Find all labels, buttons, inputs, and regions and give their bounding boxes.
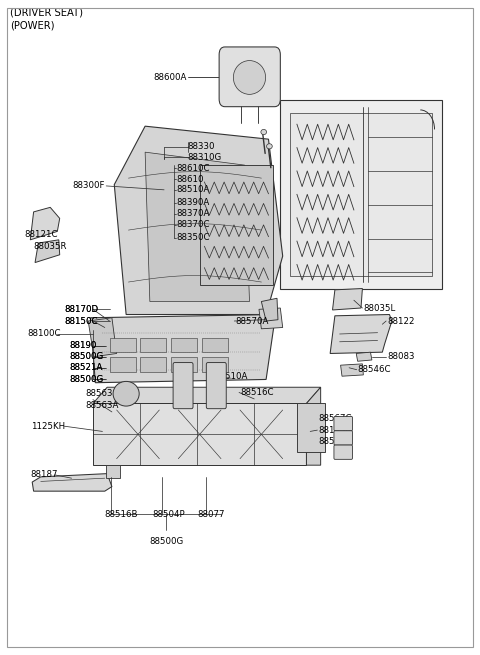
Polygon shape: [261, 298, 278, 321]
Polygon shape: [32, 474, 112, 491]
Bar: [171, 358, 197, 371]
Text: 88190: 88190: [69, 341, 96, 350]
Text: 88504P: 88504P: [152, 510, 185, 519]
Ellipse shape: [266, 143, 272, 149]
Polygon shape: [106, 465, 120, 478]
Polygon shape: [297, 403, 325, 452]
Text: 88195B: 88195B: [318, 426, 352, 435]
Polygon shape: [280, 100, 442, 289]
Polygon shape: [114, 126, 283, 314]
Text: 88083: 88083: [387, 352, 415, 361]
Polygon shape: [306, 387, 321, 465]
Text: 88170D: 88170D: [64, 305, 98, 314]
FancyBboxPatch shape: [334, 417, 352, 431]
Text: 88500G: 88500G: [149, 537, 183, 546]
Polygon shape: [333, 289, 362, 310]
Text: 88500G: 88500G: [69, 375, 104, 384]
Text: 88521A: 88521A: [69, 364, 103, 372]
Text: 88300F: 88300F: [72, 181, 105, 191]
Ellipse shape: [113, 381, 139, 406]
Text: 88077: 88077: [197, 510, 225, 519]
Polygon shape: [30, 208, 60, 240]
Text: 88521A: 88521A: [69, 364, 103, 372]
Polygon shape: [330, 314, 392, 354]
Bar: [109, 358, 136, 371]
Polygon shape: [259, 308, 283, 329]
Ellipse shape: [233, 60, 265, 94]
Bar: [140, 338, 167, 352]
Bar: [140, 358, 167, 371]
Text: 88500G: 88500G: [69, 375, 104, 384]
Text: 88122: 88122: [387, 316, 415, 326]
Polygon shape: [93, 403, 306, 465]
Text: 88563A: 88563A: [86, 401, 119, 410]
Text: 88035L: 88035L: [363, 303, 396, 312]
Polygon shape: [35, 240, 60, 263]
Text: 1125KH: 1125KH: [31, 422, 65, 431]
Text: 88370C: 88370C: [176, 220, 209, 229]
Polygon shape: [91, 314, 276, 383]
Text: 88567C: 88567C: [318, 414, 352, 423]
Polygon shape: [356, 352, 372, 362]
Text: 88390A: 88390A: [176, 198, 209, 207]
Polygon shape: [88, 318, 117, 357]
Text: 88610C: 88610C: [176, 164, 209, 173]
Polygon shape: [145, 152, 250, 301]
FancyBboxPatch shape: [173, 363, 193, 409]
Text: 88563: 88563: [86, 389, 113, 398]
Text: 88610: 88610: [176, 175, 204, 184]
Text: 88516C: 88516C: [240, 388, 274, 397]
Bar: [202, 358, 228, 371]
Ellipse shape: [261, 130, 266, 135]
FancyBboxPatch shape: [334, 431, 352, 445]
Text: 88546C: 88546C: [358, 365, 391, 374]
Text: 88035R: 88035R: [34, 242, 67, 251]
Text: 88516B: 88516B: [105, 510, 138, 519]
Text: 88190: 88190: [69, 341, 96, 350]
Text: 88370A: 88370A: [176, 210, 209, 218]
Text: 88500G: 88500G: [69, 352, 104, 361]
Text: 88521A: 88521A: [318, 438, 352, 446]
Text: 88100C: 88100C: [27, 329, 61, 339]
Text: 88510A: 88510A: [214, 371, 247, 381]
Polygon shape: [200, 165, 273, 286]
Bar: [202, 338, 228, 352]
Text: 88187: 88187: [30, 470, 58, 479]
FancyBboxPatch shape: [334, 445, 352, 459]
Text: 88150C: 88150C: [64, 316, 98, 326]
Text: (DRIVER SEAT)
(POWER): (DRIVER SEAT) (POWER): [10, 7, 83, 31]
Polygon shape: [341, 364, 363, 376]
Text: 88500G: 88500G: [69, 352, 104, 361]
Text: 88170D: 88170D: [64, 305, 98, 314]
Bar: [109, 338, 136, 352]
Text: 88330: 88330: [188, 142, 216, 151]
FancyBboxPatch shape: [206, 363, 226, 409]
Bar: [171, 338, 197, 352]
FancyBboxPatch shape: [219, 47, 280, 107]
Polygon shape: [93, 387, 321, 403]
Text: 88510A: 88510A: [176, 185, 209, 195]
Text: 88150C: 88150C: [64, 316, 98, 326]
Text: 88310G: 88310G: [188, 153, 222, 162]
Polygon shape: [290, 113, 432, 276]
Text: 88350C: 88350C: [176, 233, 209, 242]
Text: 88570A: 88570A: [235, 316, 269, 326]
Text: 88121C: 88121C: [24, 230, 58, 239]
Text: 88600A: 88600A: [154, 73, 187, 82]
